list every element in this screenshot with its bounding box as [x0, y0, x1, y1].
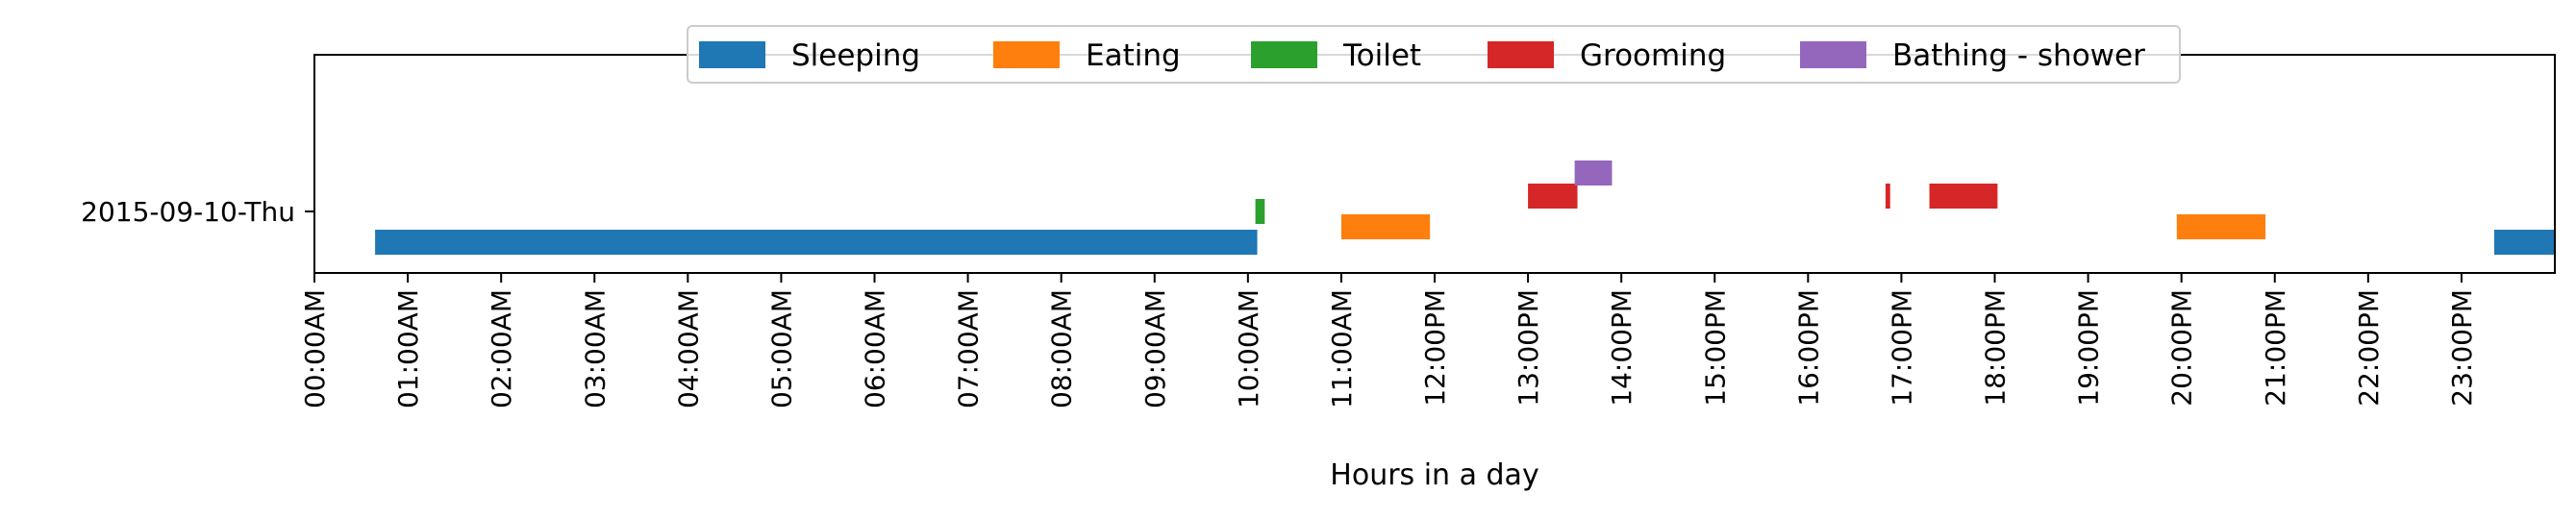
x-tick-label: 03:00AM: [579, 289, 611, 408]
x-tick-label: 20:00PM: [2166, 289, 2198, 407]
bar-grooming-0: [1528, 184, 1578, 209]
legend-label-sleeping: Sleeping: [791, 38, 920, 73]
x-tick-label: 04:00AM: [672, 289, 704, 408]
bar-toilet-0: [1255, 199, 1265, 224]
x-tick-label: 14:00PM: [1606, 289, 1638, 407]
bar-eating-0: [1340, 214, 1431, 239]
bars-layer: [375, 161, 2555, 255]
y-axis: 2015-09-10-Thu: [81, 196, 314, 228]
legend-swatch-toilet: [1251, 41, 1317, 68]
x-tick-label: 19:00PM: [2073, 289, 2105, 407]
legend: Sleeping Eating Toilet Grooming Bathing - sh…: [687, 25, 2181, 84]
legend-label-eating: Eating: [1086, 38, 1181, 73]
x-tick-label: 22:00PM: [2353, 289, 2385, 407]
x-tick-label: 05:00AM: [765, 289, 797, 408]
x-tick-label: 06:00AM: [860, 289, 891, 408]
x-tick-label: 10:00AM: [1233, 289, 1264, 408]
x-axis: 00:00AM 01:00AM 02:00AM 03:00AM 04:00AM 05:00…: [299, 273, 2478, 408]
x-tick-label: 01:00AM: [392, 289, 424, 408]
x-tick-label: 23:00PM: [2446, 289, 2478, 407]
x-tick-label: 08:00AM: [1046, 289, 1078, 408]
bar-grooming-2: [1929, 184, 1998, 209]
x-tick-label: 17:00PM: [1886, 289, 1917, 407]
legend-label-bathing-shower: Bathing - shower: [1892, 38, 2145, 73]
x-tick-label: 02:00AM: [486, 289, 517, 408]
legend-swatch-sleeping: [699, 41, 765, 68]
legend-label-grooming: Grooming: [1580, 38, 1726, 73]
x-tick-label: 13:00PM: [1513, 289, 1544, 407]
x-tick-label: 21:00PM: [2260, 289, 2291, 407]
y-tick-label: 2015-09-10-Thu: [81, 196, 295, 228]
bar-sleeping-0: [375, 230, 1258, 255]
x-tick-label: 16:00PM: [1792, 289, 1824, 407]
bar-eating-1: [2176, 214, 2266, 239]
x-tick-label: 00:00AM: [299, 289, 331, 408]
legend-swatch-grooming: [1488, 41, 1554, 68]
x-tick-label: 12:00PM: [1419, 289, 1451, 407]
x-axis-label: Hours in a day: [1330, 458, 1538, 492]
x-tick-label: 15:00PM: [1699, 289, 1731, 407]
x-tick-label: 09:00AM: [1139, 289, 1171, 408]
x-tick-label: 18:00PM: [1980, 289, 2012, 407]
bar-sleeping-1: [2493, 230, 2555, 255]
legend-swatch-eating: [993, 41, 1060, 68]
x-tick-label: 07:00AM: [953, 289, 985, 408]
legend-swatch-bathing-shower: [1800, 41, 1866, 68]
bar-bathing-shower-0: [1574, 161, 1613, 185]
x-tick-label: 11:00AM: [1326, 289, 1358, 408]
legend-box: [687, 25, 2181, 84]
bar-grooming-1: [1885, 184, 1890, 209]
legend-label-toilet: Toilet: [1342, 38, 1421, 73]
